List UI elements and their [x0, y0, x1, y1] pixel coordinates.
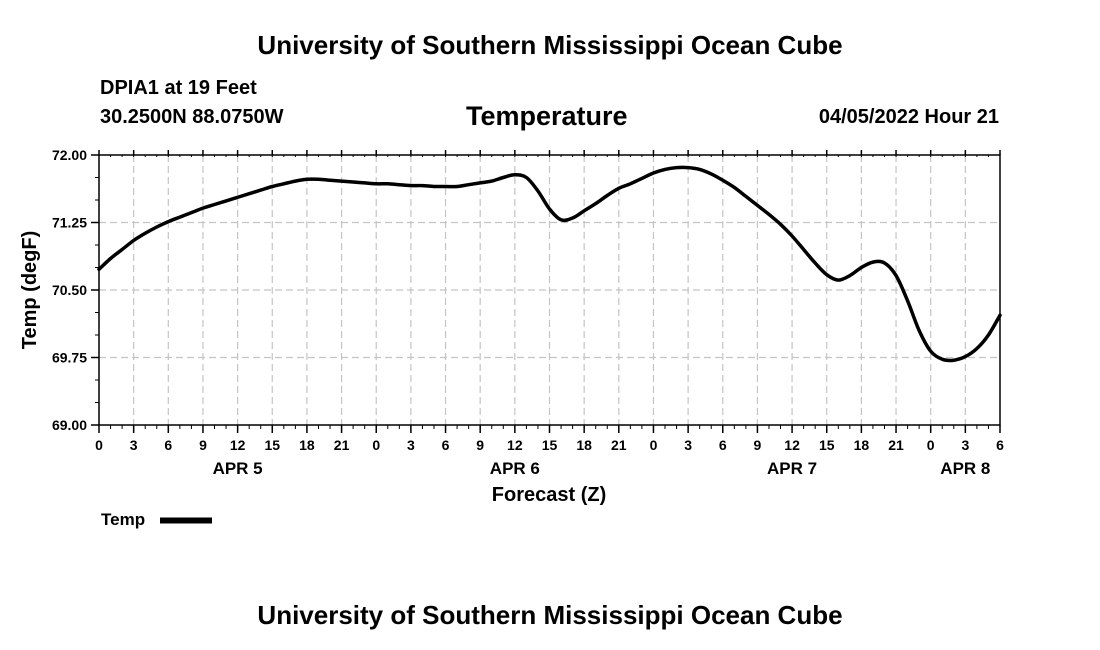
day-label: APR 7 — [767, 459, 817, 478]
x-tick-label: 12 — [507, 437, 523, 453]
x-tick-label: 3 — [130, 437, 138, 453]
day-label: APR 8 — [940, 459, 990, 478]
x-tick-label: 3 — [684, 437, 692, 453]
chart-title: Temperature — [466, 101, 628, 131]
x-tick-label: 6 — [719, 437, 727, 453]
y-tick-labels: 72.00 71.25 70.50 69.75 69.00 — [52, 147, 87, 433]
x-tick-label: 21 — [888, 437, 904, 453]
y-tick-label: 69.75 — [52, 350, 87, 366]
x-tick-label: 18 — [576, 437, 592, 453]
x-tick-label: 0 — [95, 437, 103, 453]
y-tick-label: 69.00 — [52, 417, 87, 433]
x-tick-label: 9 — [754, 437, 762, 453]
y-tick-label: 70.50 — [52, 282, 87, 298]
x-tick-label: 15 — [264, 437, 280, 453]
forecast-timestamp: 04/05/2022 Hour 21 — [818, 106, 999, 128]
chart-page-title: University of Southern Mississippi Ocean… — [257, 30, 843, 60]
x-tick-label: 15 — [542, 437, 558, 453]
x-tick-label: 0 — [372, 437, 380, 453]
x-tick-label: 15 — [819, 437, 835, 453]
plot-frame — [98, 154, 1001, 426]
station-label: DPIA1 at 19 Feet — [100, 77, 257, 99]
axis-ticks — [91, 150, 1001, 433]
x-tick-label: 18 — [854, 437, 870, 453]
temp-series-line — [97, 165, 1002, 363]
station-coordinates: 30.2500N 88.0750W — [100, 106, 284, 128]
x-tick-label: 6 — [442, 437, 450, 453]
y-axis-title: Temp (degF) — [19, 231, 41, 350]
grid-lines — [99, 155, 1000, 425]
y-tick-label: 71.25 — [52, 215, 87, 231]
x-tick-label: 3 — [407, 437, 415, 453]
day-label: APR 6 — [490, 459, 540, 478]
x-tick-label: 0 — [650, 437, 658, 453]
x-tick-label: 21 — [611, 437, 627, 453]
x-tick-label: 12 — [784, 437, 800, 453]
x-axis-title: Forecast (Z) — [492, 484, 606, 506]
day-label: APR 5 — [213, 459, 263, 478]
x-tick-label: 21 — [334, 437, 350, 453]
x-tick-label: 18 — [299, 437, 315, 453]
x-tick-label: 0 — [927, 437, 935, 453]
x-tick-label: 6 — [164, 437, 172, 453]
y-tick-label: 72.00 — [52, 147, 87, 163]
footer-title: University of Southern Mississippi Ocean… — [257, 600, 843, 630]
x-tick-labels: 0 3 6 9 12 15 18 21 0 3 6 9 12 15 18 21 0 3 6 9 12 15 18 21 0 3 6 — [95, 437, 1004, 453]
x-tick-label: 9 — [476, 437, 484, 453]
x-tick-label: 9 — [199, 437, 207, 453]
x-tick-label: 12 — [230, 437, 246, 453]
day-labels: APR 5 APR 6 APR 7 APR 8 — [213, 459, 991, 478]
x-tick-label: 3 — [961, 437, 969, 453]
legend-label: Temp — [101, 510, 145, 529]
x-tick-label: 6 — [996, 437, 1004, 453]
